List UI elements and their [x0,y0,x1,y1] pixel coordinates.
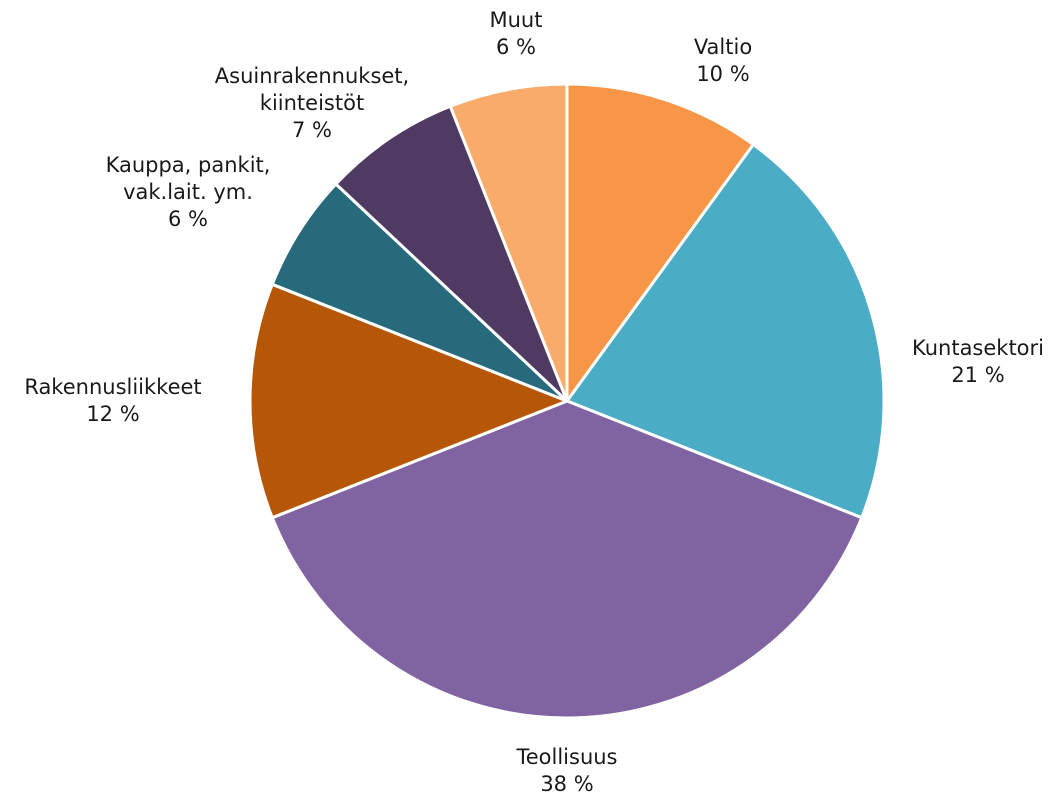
label-teollisuus: Teollisuus 38 % [515,745,617,796]
category-label: Teollisuus [515,745,617,769]
pie-slices [248,82,886,720]
label-muut: Muut 6 % [490,8,543,59]
category-label: Kauppa, pankit, [106,153,271,177]
category-label: kiinteistöt [260,91,364,115]
slice-rakennusliikkeet [248,282,569,520]
category-label: Asuinrakennukset, [215,64,409,88]
slice-labels: Valtio 10 % Kuntasektori 21 % Teollisuus 38 %… [24,8,1044,796]
category-label: Muut [490,8,543,32]
label-valtio: Valtio 10 % [694,35,752,86]
category-label: Rakennusliikkeet [24,375,201,399]
label-rakennusliikkeet: Rakennusliikkeet 12 % [24,375,201,426]
value-label: 12 % [86,402,139,426]
value-label: 7 % [292,118,332,142]
category-label: Valtio [694,35,752,59]
value-label: 6 % [168,207,208,231]
slice-muut [448,82,569,403]
label-kauppa-pankit-vak-lait-ym: Kauppa, pankit, vak.lait. ym. 6 % [106,153,271,231]
slice-kauppa-pankit-vak-lait-ym [270,182,569,403]
label-kuntasektori: Kuntasektori 21 % [912,336,1044,387]
category-label: vak.lait. ym. [123,180,253,204]
slice-valtio [565,82,755,403]
slice-kuntasektori [565,143,886,520]
value-label: 6 % [496,35,536,59]
category-label: Kuntasektori [912,336,1044,360]
slice-teollisuus [270,399,864,720]
value-label: 38 % [540,772,593,796]
value-label: 21 % [951,363,1004,387]
value-label: 10 % [696,62,749,86]
label-asuinrakennukset-kiinteistot: Asuinrakennukset, kiinteistöt 7 % [215,64,409,142]
slice-asuinrakennukset-kiinteistot [334,104,569,403]
